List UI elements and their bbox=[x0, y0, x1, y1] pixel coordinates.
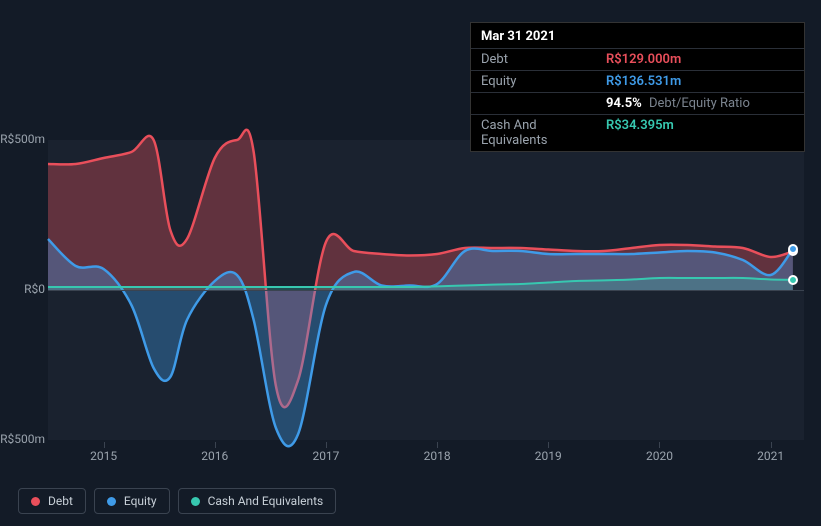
x-tick-line bbox=[548, 442, 549, 448]
tooltip-label: Cash And Equivalents bbox=[481, 118, 606, 148]
tooltip-label: Debt bbox=[481, 52, 606, 67]
hover-tooltip: Mar 31 2021 Debt R$129.000m Equity R$136… bbox=[470, 22, 805, 152]
x-tick-label: 2021 bbox=[757, 449, 784, 463]
x-axis: 2015 2016 2017 2018 2019 2020 2021 bbox=[48, 445, 804, 465]
legend-label: Cash And Equivalents bbox=[208, 494, 324, 508]
legend-item-debt[interactable]: Debt bbox=[18, 488, 86, 514]
y-tick-label: R$500m bbox=[0, 132, 45, 146]
legend-item-equity[interactable]: Equity bbox=[94, 488, 170, 514]
tooltip-value: R$129.000m bbox=[606, 52, 681, 67]
x-tick-label: 2016 bbox=[201, 449, 228, 463]
equity-marker bbox=[788, 244, 798, 254]
legend: Debt Equity Cash And Equivalents bbox=[18, 488, 336, 514]
equity-dot-icon bbox=[107, 497, 116, 506]
x-tick-label: 2018 bbox=[424, 449, 451, 463]
x-tick-label: 2015 bbox=[90, 449, 117, 463]
y-tick-label: R$0 bbox=[0, 282, 45, 296]
x-tick-label: 2020 bbox=[646, 449, 673, 463]
x-tick-label: 2019 bbox=[535, 449, 562, 463]
x-tick-line bbox=[104, 442, 105, 448]
legend-item-cash[interactable]: Cash And Equivalents bbox=[178, 488, 337, 514]
tooltip-row-cash: Cash And Equivalents R$34.395m bbox=[471, 114, 804, 151]
legend-label: Debt bbox=[48, 494, 73, 508]
cash-marker bbox=[788, 275, 798, 285]
y-tick-label: -R$500m bbox=[0, 432, 45, 446]
zero-line bbox=[48, 290, 804, 291]
tooltip-row-equity: Equity R$136.531m bbox=[471, 70, 804, 92]
plot-area[interactable] bbox=[48, 140, 804, 440]
x-tick-line bbox=[771, 442, 772, 448]
tooltip-ratio: 94.5% Debt/Equity Ratio bbox=[606, 96, 750, 111]
tooltip-value: R$136.531m bbox=[606, 74, 681, 89]
tooltip-label bbox=[481, 96, 606, 111]
legend-label: Equity bbox=[124, 494, 157, 508]
tooltip-label: Equity bbox=[481, 74, 606, 89]
tooltip-row-debt: Debt R$129.000m bbox=[471, 48, 804, 70]
x-tick-label: 2017 bbox=[312, 449, 339, 463]
debt-equity-chart[interactable]: 2015201620172018201920202021 R$500mR$0-R… bbox=[18, 120, 804, 460]
x-tick-line bbox=[659, 442, 660, 448]
x-tick-line bbox=[326, 442, 327, 448]
tooltip-value: R$34.395m bbox=[606, 118, 674, 148]
cash-dot-icon bbox=[191, 497, 200, 506]
debt-dot-icon bbox=[31, 497, 40, 506]
tooltip-row-ratio: 94.5% Debt/Equity Ratio bbox=[471, 92, 804, 114]
x-tick-line bbox=[215, 442, 216, 448]
x-tick-line bbox=[437, 442, 438, 448]
tooltip-date: Mar 31 2021 bbox=[471, 23, 804, 48]
